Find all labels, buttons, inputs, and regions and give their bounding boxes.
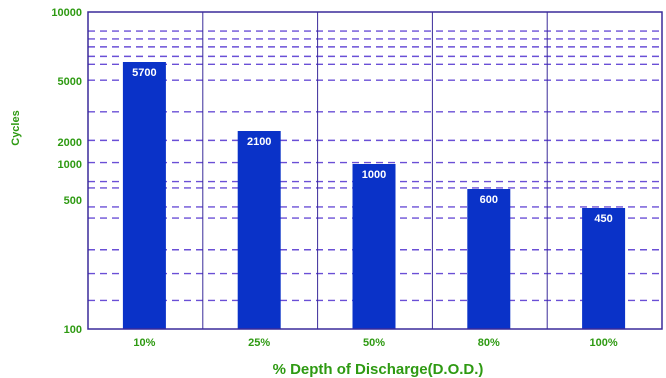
- x-tick-labels: 10% 25% 50% 80% 100%: [133, 337, 617, 349]
- x-tick-label: 80%: [478, 337, 500, 349]
- bar-50%: [352, 164, 396, 329]
- y-tick-label: 2000: [58, 137, 82, 149]
- bars: 5700 2100 1000 600 450: [122, 62, 626, 329]
- y-tick-label: 500: [64, 195, 82, 207]
- x-tick-label: 50%: [363, 337, 385, 349]
- x-tick-label: 10%: [133, 337, 155, 349]
- bar-25%: [237, 131, 281, 329]
- bar-100%: [582, 208, 626, 329]
- y-tick-label: 1000: [58, 159, 82, 171]
- y-tick-labels: 10000 5000 2000 1000 500 100: [51, 7, 82, 336]
- x-tick-label: 100%: [590, 337, 618, 349]
- y-tick-label: 10000: [51, 7, 82, 19]
- bar-value-label: 1000: [362, 169, 386, 181]
- plot-frame: [87, 11, 663, 330]
- x-tick-label: 25%: [248, 337, 270, 349]
- y-tick-label: 100: [64, 324, 82, 336]
- y-axis-title: Cycles: [10, 110, 22, 145]
- plot-border: [87, 11, 663, 330]
- x-axis-title: % Depth of Discharge(D.O.D.): [273, 361, 484, 378]
- bar-80%: [467, 189, 511, 329]
- y-tick-label: 5000: [58, 76, 82, 88]
- bar-value-label: 600: [480, 194, 498, 206]
- bar-value-label: 450: [594, 213, 612, 225]
- bar-value-label: 5700: [132, 67, 156, 79]
- bar-10%: [122, 62, 166, 329]
- bar-value-label: 2100: [247, 136, 271, 148]
